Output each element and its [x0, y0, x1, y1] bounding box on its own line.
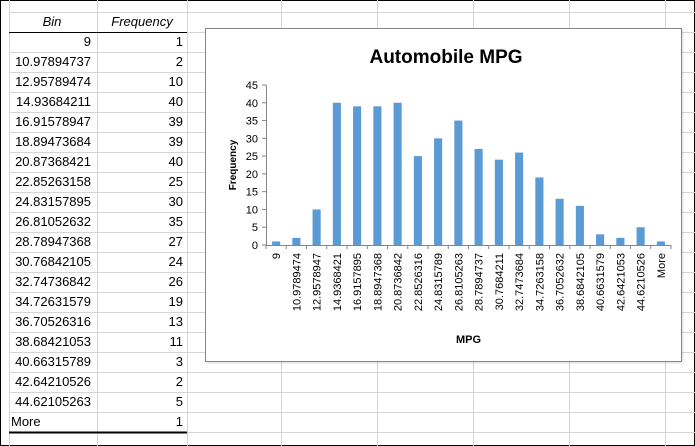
x-tick-label: 26.8105263 — [453, 253, 465, 311]
histogram-bar — [393, 102, 402, 246]
bin-cell[interactable]: 44.62105263 — [15, 394, 91, 409]
x-tick-label: 44.6210526 — [636, 253, 648, 311]
x-tick-label: 24.8315789 — [433, 253, 445, 311]
histogram-bar — [575, 205, 584, 245]
y-tick-label: 5 — [252, 222, 258, 234]
bin-cell[interactable]: 22.85263158 — [15, 174, 91, 189]
histogram-chart[interactable]: Automobile MPG 0 5 10 15 20 25 30 35 40 45 9 10.9789… — [206, 29, 681, 361]
frequency-cell[interactable]: 40 — [168, 154, 183, 169]
frequency-cell[interactable]: 1 — [175, 414, 183, 429]
x-tick-label: 30.7684211 — [494, 253, 506, 310]
histogram-bar — [373, 106, 382, 245]
bin-cell[interactable]: 36.70526316 — [15, 314, 91, 329]
frequency-cell[interactable]: 3 — [175, 354, 183, 369]
frequency-cell[interactable]: 35 — [168, 214, 183, 229]
bin-cell[interactable]: 10.97894737 — [15, 54, 91, 69]
y-tick-label: 35 — [246, 116, 258, 128]
frequency-cell[interactable]: 26 — [168, 274, 183, 289]
y-tick-label: 20 — [246, 169, 258, 181]
bin-cell[interactable]: 9 — [83, 34, 91, 49]
frequency-cell[interactable]: 40 — [168, 94, 183, 109]
x-tick-label: 38.6842105 — [575, 253, 587, 311]
histogram-bar — [636, 227, 645, 245]
frequency-cell[interactable]: 13 — [168, 314, 183, 329]
x-tick-label: 40.6631579 — [595, 253, 607, 311]
histogram-bar — [353, 106, 362, 245]
x-tick-label: 16.9157895 — [352, 253, 364, 311]
histogram-bar — [535, 177, 544, 245]
bin-cell[interactable]: 26.81052632 — [15, 214, 91, 229]
frequency-cell[interactable]: 39 — [168, 114, 183, 129]
histogram-bar — [292, 237, 301, 245]
frequency-cell[interactable]: 25 — [168, 174, 183, 189]
x-tick-label: 22.8526316 — [413, 253, 425, 311]
histogram-bar — [474, 149, 483, 245]
chart-title: Automobile MPG — [369, 47, 522, 68]
frequency-cell[interactable]: 24 — [168, 254, 183, 269]
y-tick-label: 0 — [252, 240, 258, 252]
bin-cell[interactable]: 12.95789474 — [15, 74, 91, 89]
bin-cell[interactable]: 20.87368421 — [15, 154, 91, 169]
y-tick-label: 30 — [246, 133, 258, 145]
chart-area[interactable]: Automobile MPG 0 5 10 15 20 25 30 35 40 45 9 10.9789… — [205, 28, 682, 362]
frequency-column-header[interactable]: Frequency — [111, 14, 173, 29]
y-axis-title: Frequency — [228, 139, 239, 190]
x-axis-title: MPG — [456, 334, 481, 346]
histogram-bar — [616, 237, 625, 245]
histogram-bar — [272, 241, 281, 245]
bin-cell[interactable]: More — [11, 414, 41, 429]
bin-cell[interactable]: 42.64210526 — [15, 374, 91, 389]
histogram-bar — [494, 159, 503, 245]
frequency-cell[interactable]: 39 — [168, 134, 183, 149]
x-tick-label: 10.9789474 — [291, 253, 303, 311]
histogram-bar — [515, 152, 524, 245]
bin-cell[interactable]: 16.91578947 — [15, 114, 91, 129]
y-tick-label: 40 — [246, 98, 258, 110]
histogram-bar — [656, 241, 665, 245]
bin-column-header[interactable]: Bin — [42, 14, 62, 29]
bin-cell[interactable]: 30.76842105 — [15, 254, 91, 269]
histogram-bar — [454, 120, 463, 245]
frequency-cell[interactable]: 10 — [168, 74, 183, 89]
frequency-cell[interactable]: 2 — [175, 54, 183, 69]
bin-cell[interactable]: 28.78947368 — [15, 234, 91, 249]
bin-cell[interactable]: 14.93684211 — [16, 94, 91, 109]
bin-cell[interactable]: 34.72631579 — [15, 294, 91, 309]
frequency-cell[interactable]: 5 — [175, 394, 183, 409]
x-tick-label: 18.8947368 — [372, 253, 384, 311]
histogram-bar — [555, 198, 564, 245]
frequency-cell[interactable]: 27 — [168, 234, 183, 249]
bin-cell[interactable]: 40.66315789 — [15, 354, 91, 369]
frequency-cell[interactable]: 2 — [175, 374, 183, 389]
frequency-cell[interactable]: 30 — [168, 194, 183, 209]
histogram-bar — [413, 156, 422, 245]
frequency-cell[interactable]: 11 — [169, 334, 184, 349]
histogram-bar — [596, 234, 605, 245]
y-tick-label: 10 — [246, 204, 258, 216]
frequency-cell[interactable]: 1 — [175, 34, 183, 49]
y-tick-label: 25 — [246, 151, 258, 163]
bin-cell[interactable]: 18.89473684 — [15, 134, 91, 149]
bin-cell[interactable]: 32.74736842 — [15, 274, 91, 289]
y-tick-label: 45 — [246, 80, 258, 92]
histogram-bar — [434, 138, 443, 245]
x-tick-label: 14.9368421 — [332, 253, 344, 311]
x-tick-label: 28.7894737 — [474, 253, 486, 311]
x-tick-label: More — [656, 253, 668, 278]
x-tick-label: 32.7473684 — [514, 253, 526, 311]
x-tick-label: 12.9578947 — [312, 253, 324, 311]
x-tick-label: 42.6421053 — [615, 253, 627, 311]
y-tick-label: 15 — [246, 187, 258, 199]
histogram-bar — [312, 209, 321, 245]
bin-cell[interactable]: 24.83157895 — [15, 194, 91, 209]
x-tick-label: 9 — [271, 253, 283, 259]
x-tick-label: 20.8736842 — [393, 253, 405, 311]
bin-cell[interactable]: 38.68421053 — [15, 334, 91, 349]
x-tick-label: 36.7052632 — [555, 253, 567, 311]
x-tick-label: 34.7263158 — [534, 253, 546, 311]
histogram-bar — [332, 102, 341, 246]
frequency-cell[interactable]: 19 — [168, 294, 183, 309]
